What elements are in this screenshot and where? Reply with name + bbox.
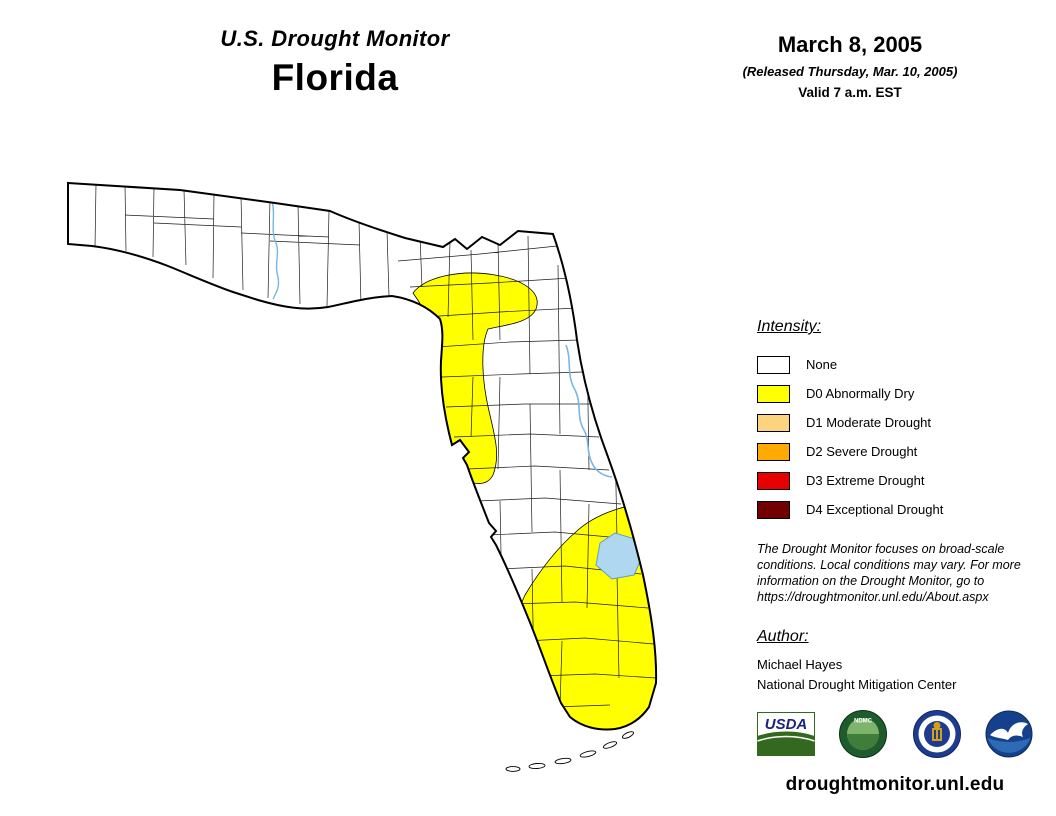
date-block: March 8, 2005 (Released Thursday, Mar. 1… bbox=[705, 32, 995, 100]
swatch-d3 bbox=[757, 471, 790, 490]
swatch-d4 bbox=[757, 500, 790, 519]
legend-item-none: None bbox=[757, 350, 1049, 379]
swatch-d2 bbox=[757, 442, 790, 461]
legend-item-d4: D4 Exceptional Drought bbox=[757, 495, 1049, 524]
swatch-d1 bbox=[757, 413, 790, 432]
author-heading: Author: bbox=[757, 627, 809, 645]
river-st-johns bbox=[565, 344, 613, 478]
swatch-d0 bbox=[757, 384, 790, 403]
legend-item-d2: D2 Severe Drought bbox=[757, 437, 1049, 466]
noaa-logo-icon bbox=[985, 710, 1033, 757]
title-block: U.S. Drought Monitor Florida bbox=[140, 26, 530, 99]
disclaimer-text: The Drought Monitor focuses on broad-sca… bbox=[757, 542, 1021, 604]
florida-keys bbox=[505, 731, 634, 772]
usda-logo-icon: USDA bbox=[757, 711, 815, 756]
map-date: March 8, 2005 bbox=[777, 32, 923, 57]
logo-row: USDA NDMC bbox=[757, 709, 1033, 759]
footer-url: droughtmonitor.unl.edu bbox=[785, 773, 1005, 795]
legend-label: D1 Moderate Drought bbox=[806, 415, 932, 430]
legend-label: None bbox=[806, 357, 838, 372]
legend-panel: Intensity: None D0 Abnormally Dry D1 Mod… bbox=[757, 318, 1049, 796]
author-org: National Drought Mitigation Center bbox=[757, 676, 957, 692]
river-apalachicola bbox=[271, 200, 280, 300]
usda-logo-text: USDA bbox=[765, 716, 808, 733]
lake-okeechobee bbox=[595, 532, 643, 580]
state-name-title: Florida bbox=[271, 57, 399, 98]
swatch-none bbox=[757, 355, 790, 374]
florida-drought-map bbox=[30, 135, 710, 795]
legend-item-d3: D3 Extreme Drought bbox=[757, 466, 1049, 495]
legend-label: D2 Severe Drought bbox=[806, 444, 918, 459]
legend-label: D4 Exceptional Drought bbox=[806, 502, 944, 517]
author-name: Michael Hayes bbox=[757, 656, 843, 672]
report-title: U.S. Drought Monitor bbox=[220, 26, 450, 51]
release-date: (Released Thursday, Mar. 10, 2005) bbox=[742, 64, 958, 79]
legend-label: D3 Extreme Drought bbox=[806, 473, 925, 488]
ndmc-logo-text: NDMC bbox=[854, 718, 873, 724]
florida-map-svg bbox=[67, 182, 658, 772]
county-boundaries bbox=[94, 183, 657, 708]
legend-heading: Intensity: bbox=[757, 318, 822, 335]
university-seal-icon bbox=[912, 709, 961, 758]
legend-item-d0: D0 Abnormally Dry bbox=[757, 379, 1049, 408]
legend-label: D0 Abnormally Dry bbox=[806, 386, 915, 401]
ndmc-logo-icon: NDMC bbox=[839, 709, 888, 758]
valid-time: Valid 7 a.m. EST bbox=[798, 85, 902, 100]
legend-item-d1: D1 Moderate Drought bbox=[757, 408, 1049, 437]
